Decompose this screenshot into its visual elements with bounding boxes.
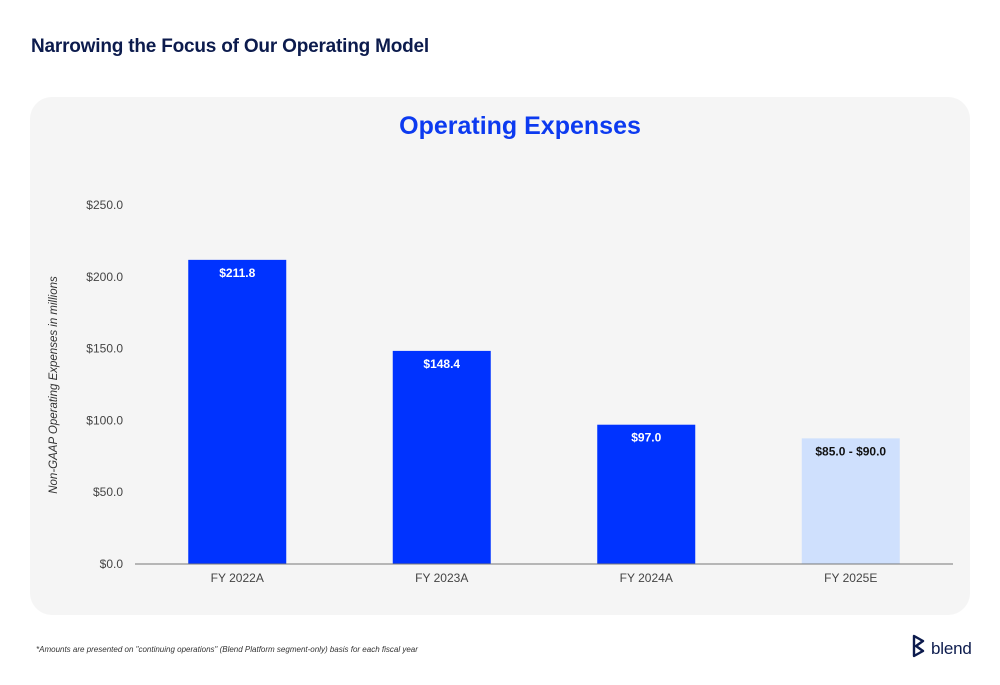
y-axis-ticks: $0.0 $50.0 $100.0 $150.0 $200.0 $250.0: [86, 198, 123, 571]
bars: $211.8 $148.4 $97.0 $85.0 - $90.0: [188, 259, 900, 564]
bar-fy-2023a: [392, 350, 491, 564]
y-tick-label: $0.0: [100, 557, 124, 571]
x-tick-label: FY 2023A: [415, 571, 468, 585]
x-tick-label: FY 2024A: [620, 571, 673, 585]
y-axis-label: Non-GAAP Operating Expenses in millions: [48, 276, 60, 494]
y-tick-label: $50.0: [93, 485, 123, 499]
x-tick-label: FY 2025E: [824, 571, 877, 585]
y-tick-label: $150.0: [86, 342, 123, 356]
bar-data-label: $97.0: [631, 431, 661, 445]
blend-logo-icon: [911, 634, 927, 663]
page-title: Narrowing the Focus of Our Operating Mod…: [31, 36, 430, 57]
bar-data-label: $211.8: [219, 266, 255, 280]
y-tick-label: $250.0: [86, 198, 123, 212]
y-tick-label: $200.0: [86, 270, 123, 284]
y-tick-label: $100.0: [86, 413, 123, 427]
bar-data-label: $148.4: [423, 357, 460, 371]
chart-title: Operating Expenses: [399, 112, 641, 140]
brand-logo: blend: [911, 634, 972, 663]
bar-fy-2024a: [597, 424, 696, 564]
bar-fy-2025e: [801, 438, 900, 564]
x-axis-ticks: FY 2022A FY 2023A FY 2024A FY 2025E: [211, 571, 878, 585]
brand-name: blend: [931, 638, 972, 658]
bar-data-label: $85.0 - $90.0: [815, 444, 886, 458]
x-tick-label: FY 2022A: [211, 571, 264, 585]
bar-fy-2022a: [188, 259, 287, 564]
footnote: *Amounts are presented on "continuing op…: [36, 645, 418, 654]
